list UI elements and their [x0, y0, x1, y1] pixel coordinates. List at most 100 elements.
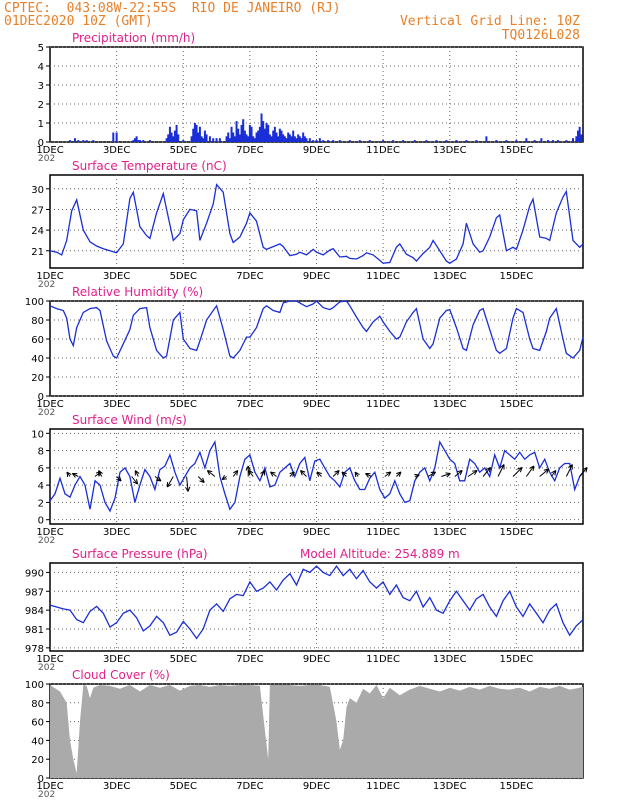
- pres-x-tick-label: 7DEC: [236, 654, 263, 665]
- precip-bar: [445, 140, 448, 142]
- wind-vector-arrow: [467, 470, 478, 477]
- cloud-cover-area: [50, 684, 583, 778]
- wind-vector-arrow: [232, 470, 239, 477]
- cloud-x-tick-label: 15DEC: [500, 781, 534, 792]
- pres-y-tick-label: 984: [25, 606, 44, 617]
- precip-bar: [318, 138, 321, 142]
- wind-vector-arrow: [131, 476, 139, 485]
- wind-vector-arrow: [289, 471, 295, 477]
- pres-x-tick-label: 1DEC: [36, 654, 63, 665]
- precip-bar: [235, 121, 238, 142]
- precip-x-tick-label: 9DEC: [303, 145, 330, 156]
- pres-x-tick-label: 9DEC: [303, 654, 330, 665]
- precip-bar: [233, 136, 236, 142]
- precip-bar: [175, 124, 178, 142]
- cloud-x-tick-label: 1DEC: [36, 781, 63, 792]
- temp-year-label: 202: [38, 280, 55, 290]
- wind-x-tick-label: 13DEC: [433, 527, 467, 538]
- precip-bar: [288, 134, 291, 142]
- wind-vector-arrow: [185, 476, 191, 492]
- pres-x-tick-label: 11DEC: [366, 654, 400, 665]
- pres-title: Surface Pressure (hPa): [72, 547, 208, 561]
- precip-bar: [267, 124, 270, 142]
- wind-x-tick-label: 15DEC: [500, 527, 534, 538]
- wind-y-tick-label: 0: [38, 516, 44, 527]
- cloud-y-tick-label: 80: [31, 699, 44, 710]
- precip-bar: [172, 136, 175, 142]
- rh-y-tick-label: 40: [31, 354, 44, 365]
- precip-x-tick-label: 7DEC: [236, 145, 263, 156]
- precip-x-tick-label: 13DEC: [433, 145, 467, 156]
- pres-y-tick-label: 978: [25, 644, 44, 655]
- precip-bar: [182, 140, 185, 142]
- precip-bar: [322, 140, 325, 142]
- temp-y-tick-label: 30: [31, 185, 44, 196]
- cloud-y-tick-label: 0: [38, 774, 44, 785]
- rh-y-tick-label: 20: [31, 373, 44, 384]
- wind-y-tick-label: 6: [38, 464, 44, 475]
- precip-bar: [338, 140, 341, 142]
- rh-y-tick-label: 0: [38, 392, 44, 403]
- precip-bar: [295, 138, 298, 142]
- wind-x-tick-label: 11DEC: [366, 527, 400, 538]
- wind-vector-arrow: [116, 476, 122, 482]
- precip-bar: [580, 134, 583, 142]
- precip-bar: [263, 128, 266, 142]
- precip-bar: [115, 132, 118, 142]
- wind-vector-arrow: [206, 470, 216, 477]
- rh-x-tick-label: 15DEC: [500, 399, 534, 410]
- wind-year-label: 202: [38, 536, 55, 546]
- temp-x-tick-label: 9DEC: [303, 271, 330, 282]
- precip-bar: [203, 130, 206, 142]
- pres-y-tick-label: 987: [25, 587, 44, 598]
- wind-vector-arrow: [427, 471, 437, 477]
- precip-bar: [552, 140, 555, 142]
- wind-vector-arrow: [365, 473, 372, 478]
- precip-bar: [475, 140, 478, 142]
- precip-bar: [248, 124, 251, 142]
- precip-bar: [485, 136, 488, 142]
- precip-bar: [133, 138, 136, 142]
- header-datetime: 01DEC2020 10Z (GMT): [4, 14, 153, 29]
- precip-bar: [148, 140, 151, 142]
- precip-bar: [268, 134, 271, 142]
- temp-frame: [49, 174, 584, 269]
- precip-bar: [92, 140, 95, 142]
- precip-bar: [280, 130, 283, 142]
- precip-y-tick-label: 5: [38, 43, 44, 54]
- cloud-y-tick-label: 40: [31, 736, 44, 747]
- precip-bar: [290, 136, 293, 142]
- rh-x-tick-label: 3DEC: [103, 399, 130, 410]
- precip-bar: [577, 130, 580, 142]
- rh-title: Relative Humidity (%): [72, 285, 203, 299]
- precip-bar: [200, 136, 203, 142]
- precip-bar: [302, 132, 305, 142]
- precip-bar: [303, 136, 306, 142]
- precip-bar: [312, 140, 315, 142]
- temp-x-tick-label: 13DEC: [433, 271, 467, 282]
- wind-y-tick-label: 4: [38, 481, 44, 492]
- precip-bar: [273, 126, 276, 142]
- precip-bar: [287, 132, 290, 142]
- wind-y-tick-label: 8: [38, 447, 44, 458]
- wind-vector-arrow: [221, 474, 228, 480]
- cloud-title: Cloud Cover (%): [72, 668, 170, 682]
- precip-bar: [227, 132, 230, 142]
- precip-bar: [282, 134, 285, 142]
- precip-bar: [168, 126, 171, 142]
- precip-bar: [382, 140, 385, 142]
- wind-vector-arrow: [454, 470, 463, 477]
- precip-year-label: 202: [38, 154, 55, 164]
- precip-bar: [292, 130, 295, 142]
- precip-x-tick-label: 11DEC: [366, 145, 400, 156]
- precip-title: Precipitation (mm/h): [72, 31, 195, 45]
- precip-bar: [243, 130, 246, 142]
- precip-bar: [327, 140, 330, 142]
- cloud-x-tick-label: 3DEC: [103, 781, 130, 792]
- pres-y-tick-label: 981: [25, 625, 44, 636]
- precip-bar: [202, 138, 205, 142]
- precip-bar: [252, 136, 255, 142]
- precip-bar: [255, 132, 258, 142]
- wind-vector-arrow: [441, 472, 451, 478]
- rh-x-tick-label: 13DEC: [433, 399, 467, 410]
